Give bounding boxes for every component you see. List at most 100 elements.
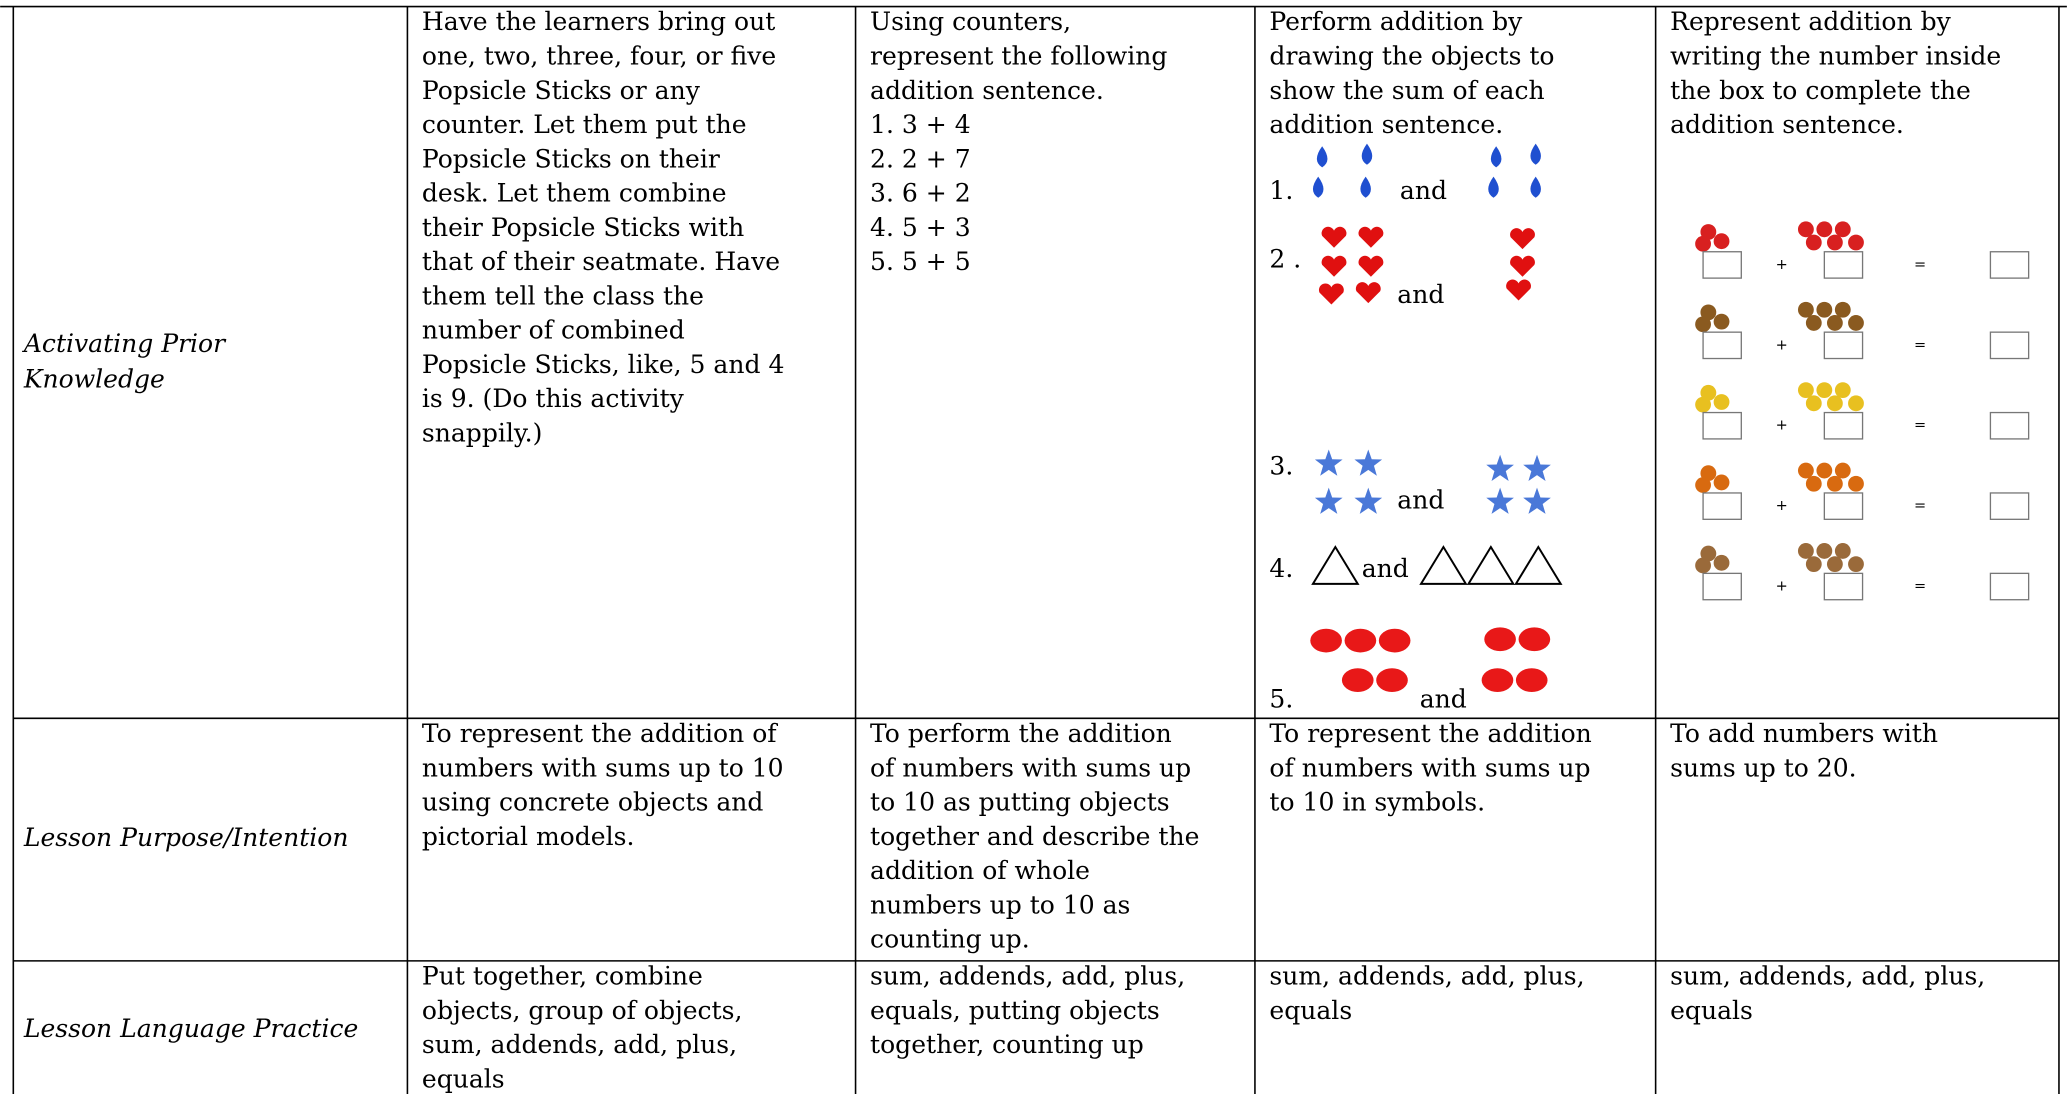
heart-icon [1510,228,1535,250]
picture-icon [1826,234,1843,251]
balloon-icon [1341,668,1374,692]
picture-icon [1805,556,1822,573]
cell-text: equals [1670,996,1753,1025]
star-icon [1523,487,1551,514]
cell-text: drawing the objects to [1269,41,1554,70]
star-icon [1486,454,1514,481]
cell-text: equals [422,1064,505,1093]
cell-text: together, counting up [870,1030,1144,1059]
heart-icon [1510,255,1535,277]
cell-text: addition sentence. [1269,110,1503,139]
item-joiner: and [1400,176,1447,205]
cell-text: sum, addends, add, plus, [870,962,1185,991]
picture-icon [1816,382,1833,399]
answer-box [1823,251,1864,279]
cell-text: show the sum of each [1269,76,1544,105]
cell-text: to 10 as putting objects [870,788,1170,817]
cell-text: snappily.) [422,418,542,447]
item-joiner: and [1397,486,1444,515]
heart-icon [1355,282,1381,304]
equals-sign: = [1914,418,1926,434]
picture-icon [1700,304,1717,321]
picture-icon [1826,395,1843,412]
cell-text: to 10 in symbols. [1269,788,1485,817]
cell-text: together and describe the [870,822,1199,851]
balloon-icon [1310,628,1342,653]
cell-text: sum, addends, add, plus, [1269,962,1584,991]
picture-icon [1713,313,1730,330]
picture-icon [1695,477,1711,493]
cell-text: the box to complete the [1670,76,1971,105]
balloon-icon [1518,627,1551,652]
drop-icon [1488,176,1499,198]
cell-text: To perform the addition [870,719,1172,748]
picture-icon [1848,556,1864,573]
balloon-icon [1481,668,1514,692]
item-number: 5. [1269,685,1293,714]
item-joiner: and [1420,685,1467,714]
cell-text: equals, putting objects [870,996,1160,1025]
item-joiner: and [1362,554,1409,583]
picture-icon [1797,462,1814,479]
answer-box [1823,492,1864,520]
cell-text: Have the learners bring out [422,7,775,36]
cell-text: 5. 5 + 5 [870,247,971,276]
picture-icon [1805,315,1822,331]
picture-icon [1713,394,1730,410]
picture-icon [1713,233,1730,250]
plus-sign: + [1776,257,1788,273]
cell-text: addition sentence. [870,76,1104,105]
picture-icon [1816,301,1833,318]
cell-text: To represent the addition of [422,719,778,748]
triangle-icon [1311,545,1360,585]
item-number: 1. [1269,176,1293,205]
cell-text: using concrete objects and [422,788,764,817]
star-icon [1314,449,1343,476]
cell-text: of numbers with sums up [870,753,1191,782]
picture-icon [1834,382,1851,399]
cell-text: numbers with sums up to 10 [422,753,784,782]
cell-text: Using counters, [870,7,1071,36]
picture-icon [1848,395,1864,412]
picture-icon [1816,462,1833,479]
drop-icon [1360,176,1371,198]
item-number: 3. [1269,451,1293,480]
picture-icon [1805,395,1822,412]
cell-text: 1. 3 + 4 [870,110,971,139]
answer-box [1989,572,2030,601]
row-label: Knowledge [23,364,165,393]
cell-text: objects, group of objects, [422,996,743,1025]
cell-text: equals [1269,996,1352,1025]
cell-text: sum, addends, add, plus, [422,1030,737,1059]
equals-sign: = [1914,337,1926,353]
star-icon [1486,487,1514,514]
cell-text: represent the following [870,41,1167,70]
answer-box [1702,492,1742,520]
picture-icon [1695,316,1711,333]
picture-icon [1713,474,1730,491]
balloon-icon [1344,628,1377,653]
cell-text: their Popsicle Sticks with [422,213,744,242]
answer-box [1989,251,2030,279]
balloon-icon [1515,668,1548,692]
picture-icon [1816,221,1833,238]
picture-icon [1848,234,1864,251]
star-icon [1523,454,1551,481]
cell-text: To represent the addition [1269,719,1591,748]
cell-text: Perform addition by [1269,7,1523,36]
answer-box [1823,572,1864,601]
heart-icon [1358,255,1384,277]
picture-icon [1834,301,1851,318]
cell-text: sum, addends, add, plus, [1670,962,1985,991]
item-number: 4. [1269,554,1293,583]
drop-icon [1530,143,1541,165]
cell-text: counter. Let them put the [422,110,747,139]
cell-text: pictorial models. [422,822,634,851]
plus-sign: + [1776,579,1788,595]
row-label: Lesson Language Practice [23,1014,358,1043]
answer-box [1702,572,1742,601]
picture-icon [1826,475,1843,492]
cell-text: desk. Let them combine [422,179,727,208]
picture-icon [1695,396,1711,413]
picture-icon [1797,382,1814,399]
